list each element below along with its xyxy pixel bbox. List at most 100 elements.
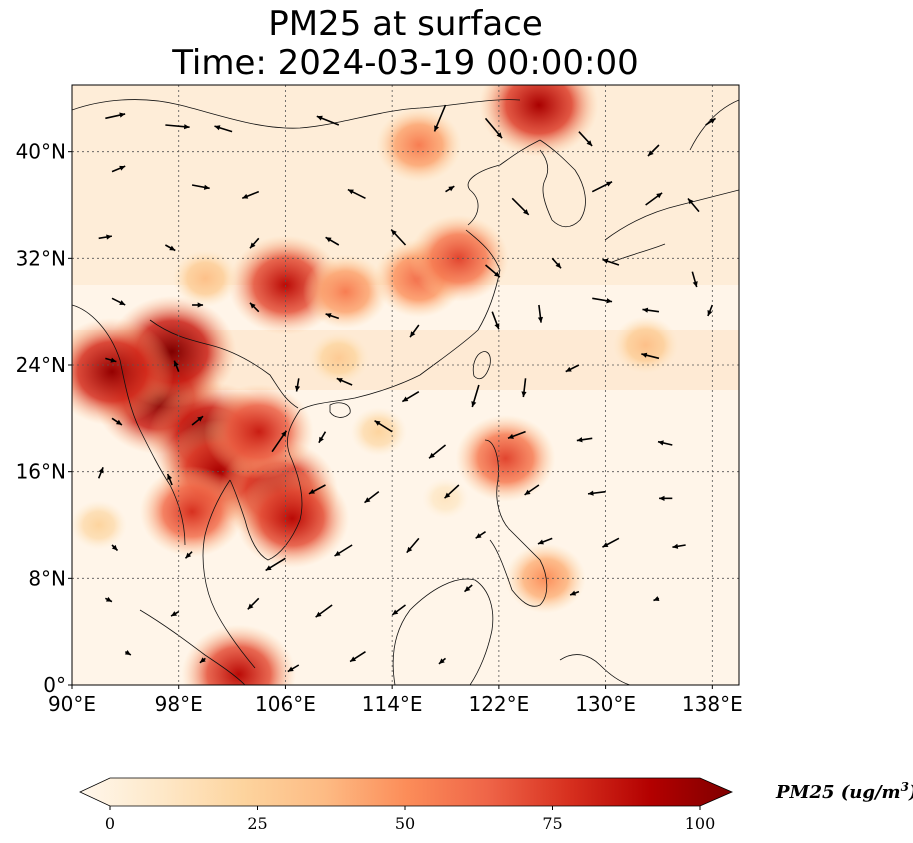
wind-arrow <box>164 244 176 252</box>
lon-tick-label: 98°E <box>155 692 203 716</box>
wind-arrow <box>642 307 660 313</box>
wind-arrow <box>401 390 420 403</box>
coastline-korea <box>539 139 586 228</box>
coastline-new-guinea <box>559 654 631 685</box>
pm25-hotspot <box>139 466 245 558</box>
wind-arrow <box>249 237 260 249</box>
wind-arrow <box>524 484 540 496</box>
wind-arrow <box>124 649 132 656</box>
wind-arrow <box>265 557 286 572</box>
wind-arrow <box>602 537 620 548</box>
wind-arrow <box>325 313 340 320</box>
wind-arrow <box>247 597 260 610</box>
wind-arrow <box>537 304 544 323</box>
coastline-sumatra <box>139 609 246 685</box>
colorbar-tick-label: 50 <box>395 814 415 833</box>
coastline-bay-of-bengal <box>72 304 186 546</box>
pm25-hotspot <box>455 414 556 502</box>
wind-arrow <box>438 657 447 665</box>
pm25-hotspot <box>612 316 679 374</box>
coastline-china-east <box>299 139 541 411</box>
wind-arrow <box>565 364 580 373</box>
border-china-north <box>72 99 521 129</box>
map-panel <box>71 84 740 686</box>
wind-arrow <box>390 229 407 246</box>
wind-arrow <box>647 144 660 157</box>
wind-arrow <box>475 531 486 539</box>
wind-arrow <box>569 590 580 596</box>
wind-arrow <box>587 490 606 496</box>
pm25-hotspot <box>505 543 586 614</box>
pm25-hotspot <box>302 254 389 329</box>
wind-arrow <box>105 112 126 120</box>
colorbar-tick-label: 100 <box>685 814 716 833</box>
wind-arrow <box>576 437 593 443</box>
wind-arrow <box>659 495 673 501</box>
lon-tick-label: 90°E <box>48 692 96 716</box>
wind-arrow <box>653 596 660 602</box>
pm25-hotspot <box>308 331 370 385</box>
wind-arrow <box>507 430 526 440</box>
coastline-hainan <box>329 402 351 418</box>
wind-vectors <box>97 104 716 673</box>
colorbar-tick-label: 0 <box>105 814 115 833</box>
colorbar-bar <box>79 777 733 807</box>
wind-arrow <box>165 124 190 130</box>
wind-arrow <box>199 657 206 664</box>
lon-tick-label: 138°E <box>682 692 743 716</box>
wind-arrow <box>707 304 714 317</box>
wind-arrow <box>691 271 698 288</box>
wind-arrow <box>294 378 301 392</box>
wind-arrow <box>485 264 501 278</box>
wind-arrow <box>578 131 593 147</box>
wind-arrow <box>191 415 204 426</box>
wind-arrow <box>98 234 113 240</box>
wind-arrow <box>111 417 123 426</box>
wind-arrow <box>551 257 562 269</box>
wind-arrow <box>315 604 333 618</box>
coastline-borneo <box>392 578 494 685</box>
pm25-hotspot <box>72 317 174 426</box>
wind-arrow <box>191 184 210 190</box>
wind-arrow <box>391 604 406 616</box>
wind-arrow <box>318 431 327 444</box>
wind-arrow <box>249 302 260 313</box>
wind-arrow <box>170 610 180 617</box>
wind-arrow <box>347 188 366 200</box>
wind-arrow <box>349 650 366 663</box>
pm25-hotspot <box>234 468 350 569</box>
wind-arrow <box>491 311 500 330</box>
wind-arrow <box>645 192 663 206</box>
map-frame <box>71 84 740 686</box>
wind-arrow <box>325 236 340 246</box>
wind-arrow <box>471 384 480 408</box>
wind-arrow <box>192 302 204 308</box>
lon-tick-label: 130°E <box>575 692 636 716</box>
wind-arrow <box>97 467 104 479</box>
lat-tick-label: 8°N <box>28 566 66 590</box>
lat-tick-label: 0° <box>43 673 66 697</box>
pm25-hotspot <box>172 249 239 308</box>
coastline-philippines <box>484 439 548 607</box>
wind-arrow <box>334 544 353 557</box>
wind-arrow <box>105 357 117 363</box>
wind-arrow <box>602 258 620 266</box>
chart-subtitle-time: Time: 2024-03-19 00:00:00 <box>172 43 639 83</box>
wind-arrow <box>214 125 233 133</box>
wind-arrow <box>111 544 119 552</box>
colorbar-tick-label: 25 <box>247 814 267 833</box>
pm25-hotspot <box>479 85 599 157</box>
pm25-hotspot <box>204 384 314 480</box>
lat-tick-label: 24°N <box>16 353 66 377</box>
colorbar-ticks: 0 25 50 75 100 <box>105 806 715 833</box>
pm25-hotspot <box>72 500 127 550</box>
lat-tick-label: 32°N <box>16 246 66 270</box>
wind-arrow <box>111 297 126 306</box>
wind-arrow <box>511 197 530 216</box>
wind-arrow <box>484 117 503 139</box>
wind-arrow <box>592 297 613 304</box>
wind-arrow <box>521 378 527 398</box>
wind-arrow <box>271 430 288 453</box>
lon-tick-label: 106°E <box>255 692 316 716</box>
